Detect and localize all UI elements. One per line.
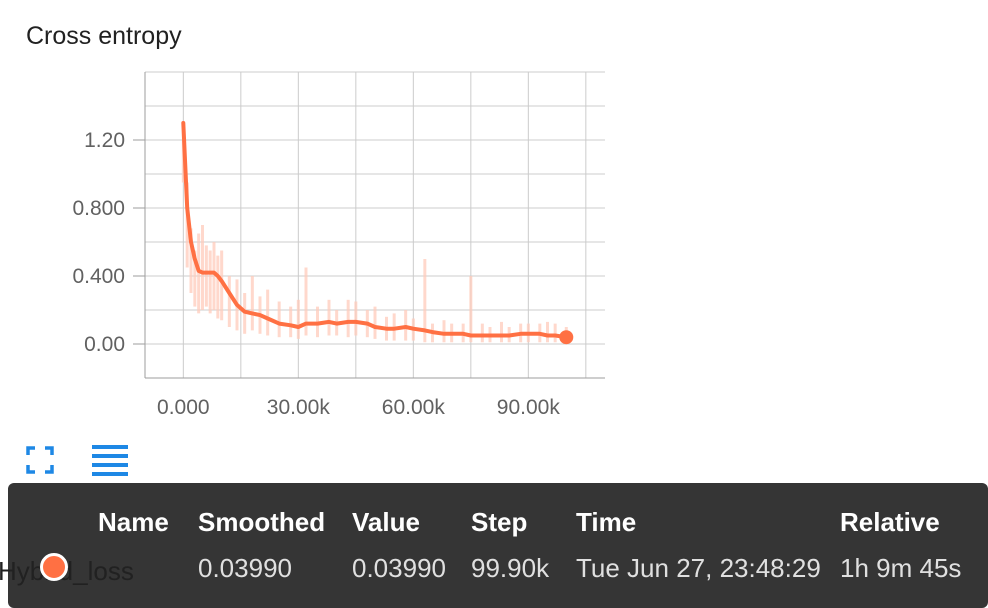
cell-relative: 1h 9m 45s — [840, 553, 962, 583]
header-smoothed: Smoothed — [198, 507, 326, 537]
header-step: Step — [471, 507, 528, 537]
x-tick-label: 60.00k — [382, 396, 446, 419]
y-tick-label: 1.20 — [84, 129, 125, 152]
x-tick-label: 0.000 — [157, 396, 210, 419]
header-name: Name — [98, 507, 169, 537]
last-point-marker — [559, 330, 574, 345]
chart-title: Cross entropy — [26, 22, 182, 50]
series-line-smoothed — [181, 121, 569, 340]
series-color-dot — [40, 553, 68, 581]
cell-value: 0.03990 — [352, 553, 446, 583]
x-tick-label: 90.00k — [497, 396, 561, 419]
cell-step: 99.90k — [471, 553, 550, 583]
y-tick-label: 0.400 — [72, 265, 125, 288]
header-value: Value — [352, 507, 420, 537]
cell-time: Tue Jun 27, 23:48:29 — [576, 553, 821, 583]
y-tick-label: 0.800 — [72, 197, 125, 220]
header-time: Time — [576, 507, 637, 537]
cell-smoothed: 0.03990 — [198, 553, 292, 583]
y-tick-label: 0.00 — [84, 333, 125, 356]
header-relative: Relative — [840, 507, 940, 537]
fullscreen-icon[interactable] — [26, 446, 54, 474]
data-tooltip: Name Smoothed Value Step Time Relative H… — [0, 483, 988, 608]
x-tick-label: 30.00k — [267, 396, 331, 419]
list-icon[interactable] — [92, 444, 128, 476]
chart-plot: 0.00 0.400 0.800 1.20 0.000 30.00k 60.00k 90.00… — [72, 71, 605, 419]
